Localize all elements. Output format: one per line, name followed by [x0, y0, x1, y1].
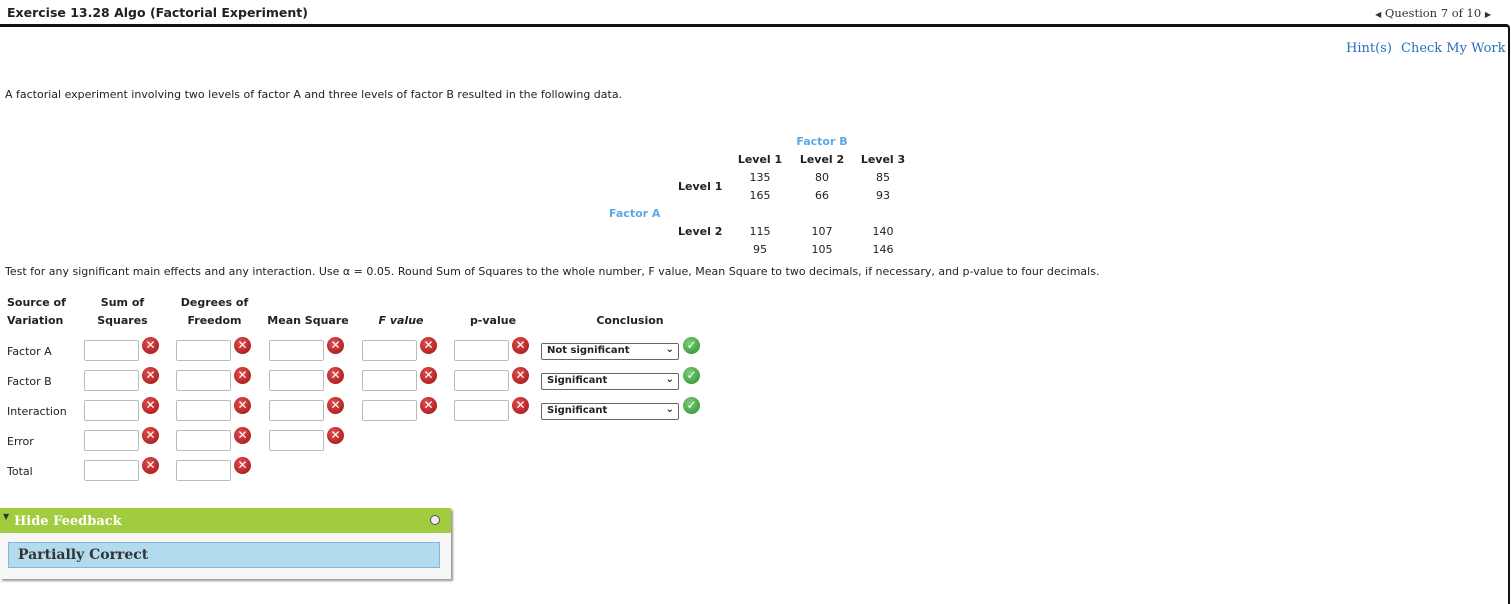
a-level-header: Level 1 [678, 180, 723, 193]
correct-icon: ✓ [683, 367, 700, 384]
incorrect-icon: ✕ [512, 337, 529, 354]
f-input[interactable] [362, 370, 417, 391]
incorrect-icon: ✕ [420, 397, 437, 414]
ms-input[interactable] [269, 370, 324, 391]
data-cell: 165 [749, 189, 771, 202]
ss-input[interactable] [84, 460, 139, 481]
incorrect-icon: ✕ [327, 427, 344, 444]
conclusion-value: Significant [547, 405, 608, 416]
data-cell: 115 [749, 225, 771, 238]
b-level-header: Level 2 [799, 153, 845, 166]
exercise-title: Exercise 13.28 Algo (Factorial Experimen… [7, 5, 308, 20]
ms-input[interactable] [269, 340, 324, 361]
ss-input[interactable] [84, 430, 139, 451]
incorrect-icon: ✕ [512, 397, 529, 414]
incorrect-icon: ✕ [420, 337, 437, 354]
header-source: Source of Variation [7, 296, 66, 327]
feedback-panel: ▼ Hide Feedback Partially Correct [0, 508, 451, 579]
factor-b-label: Factor B [796, 135, 848, 148]
ms-input[interactable] [269, 400, 324, 421]
p-input[interactable] [454, 400, 509, 421]
header-df: Degrees of Freedom [180, 296, 249, 327]
incorrect-icon: ✕ [234, 337, 251, 354]
incorrect-icon: ✕ [234, 367, 251, 384]
df-input[interactable] [176, 400, 231, 421]
data-cell: 107 [811, 225, 833, 238]
chevron-down-icon: ⌄ [665, 374, 674, 385]
incorrect-icon: ✕ [512, 367, 529, 384]
conclusion-value: Not significant [547, 345, 630, 356]
row-label: Interaction [7, 405, 67, 418]
header-conclusion: Conclusion [596, 314, 664, 327]
row-label: Total [7, 465, 33, 478]
header-p: p-value [469, 314, 517, 327]
question-counter: Question 7 of 10 [1384, 6, 1482, 20]
incorrect-icon: ✕ [142, 367, 159, 384]
df-input[interactable] [176, 430, 231, 451]
conclusion-select[interactable]: Significant ⌄ [541, 373, 679, 390]
question-frame [0, 24, 1510, 604]
data-cell: 80 [815, 171, 829, 184]
incorrect-icon: ✕ [420, 367, 437, 384]
data-cell: 105 [811, 243, 833, 256]
incorrect-icon: ✕ [327, 397, 344, 414]
intro-text: A factorial experiment involving two lev… [5, 88, 623, 101]
factor-a-label: Factor A [609, 207, 661, 220]
f-input[interactable] [362, 400, 417, 421]
ss-input[interactable] [84, 340, 139, 361]
check-my-work-link[interactable]: Check My Work [1401, 41, 1506, 56]
incorrect-icon: ✕ [234, 427, 251, 444]
incorrect-icon: ✕ [142, 337, 159, 354]
prev-question-icon[interactable]: ◀ [1375, 10, 1382, 19]
a-level-header: Level 2 [678, 225, 723, 238]
conclusion-select[interactable]: Significant ⌄ [541, 403, 679, 420]
data-cell: 146 [872, 243, 894, 256]
chevron-down-icon: ⌄ [665, 344, 674, 355]
p-input[interactable] [454, 370, 509, 391]
df-input[interactable] [176, 340, 231, 361]
incorrect-icon: ✕ [142, 457, 159, 474]
data-cell: 95 [753, 243, 767, 256]
data-cell: 93 [876, 189, 890, 202]
b-level-header: Level 1 [737, 153, 783, 166]
next-question-icon[interactable]: ▶ [1484, 10, 1491, 19]
data-cell: 135 [749, 171, 771, 184]
header-ss: Sum of Squares [97, 296, 148, 327]
ss-input[interactable] [84, 400, 139, 421]
chevron-down-icon: ⌄ [665, 404, 674, 415]
correct-icon: ✓ [683, 337, 700, 354]
hints-link[interactable]: Hint(s) [1346, 41, 1392, 56]
data-cell: 140 [872, 225, 894, 238]
data-cell: 85 [876, 171, 890, 184]
row-label: Factor A [7, 345, 52, 358]
row-label: Error [7, 435, 34, 448]
ss-input[interactable] [84, 370, 139, 391]
b-level-header: Level 3 [860, 153, 906, 166]
header-f: F value [378, 314, 424, 327]
incorrect-icon: ✕ [142, 427, 159, 444]
incorrect-icon: ✕ [327, 367, 344, 384]
row-label: Factor B [7, 375, 52, 388]
data-cell: 66 [815, 189, 829, 202]
incorrect-icon: ✕ [234, 457, 251, 474]
df-input[interactable] [176, 460, 231, 481]
incorrect-icon: ✕ [142, 397, 159, 414]
correct-icon: ✓ [683, 397, 700, 414]
hide-feedback-toggle[interactable]: ▼ Hide Feedback [0, 508, 451, 533]
edit-icon[interactable] [430, 515, 440, 525]
f-input[interactable] [362, 340, 417, 361]
conclusion-value: Significant [547, 375, 608, 386]
conclusion-select[interactable]: Not significant ⌄ [541, 343, 679, 360]
collapse-triangle-icon: ▼ [3, 511, 10, 521]
incorrect-icon: ✕ [327, 337, 344, 354]
question-nav: ◀ Question 7 of 10 ▶ [1375, 6, 1491, 20]
instructions-text: Test for any significant main effects an… [5, 265, 1100, 278]
feedback-status: Partially Correct [8, 542, 440, 568]
header-ms: Mean Square [267, 314, 349, 327]
ms-input[interactable] [269, 430, 324, 451]
df-input[interactable] [176, 370, 231, 391]
incorrect-icon: ✕ [234, 397, 251, 414]
p-input[interactable] [454, 340, 509, 361]
hide-feedback-label: Hide Feedback [14, 514, 122, 529]
